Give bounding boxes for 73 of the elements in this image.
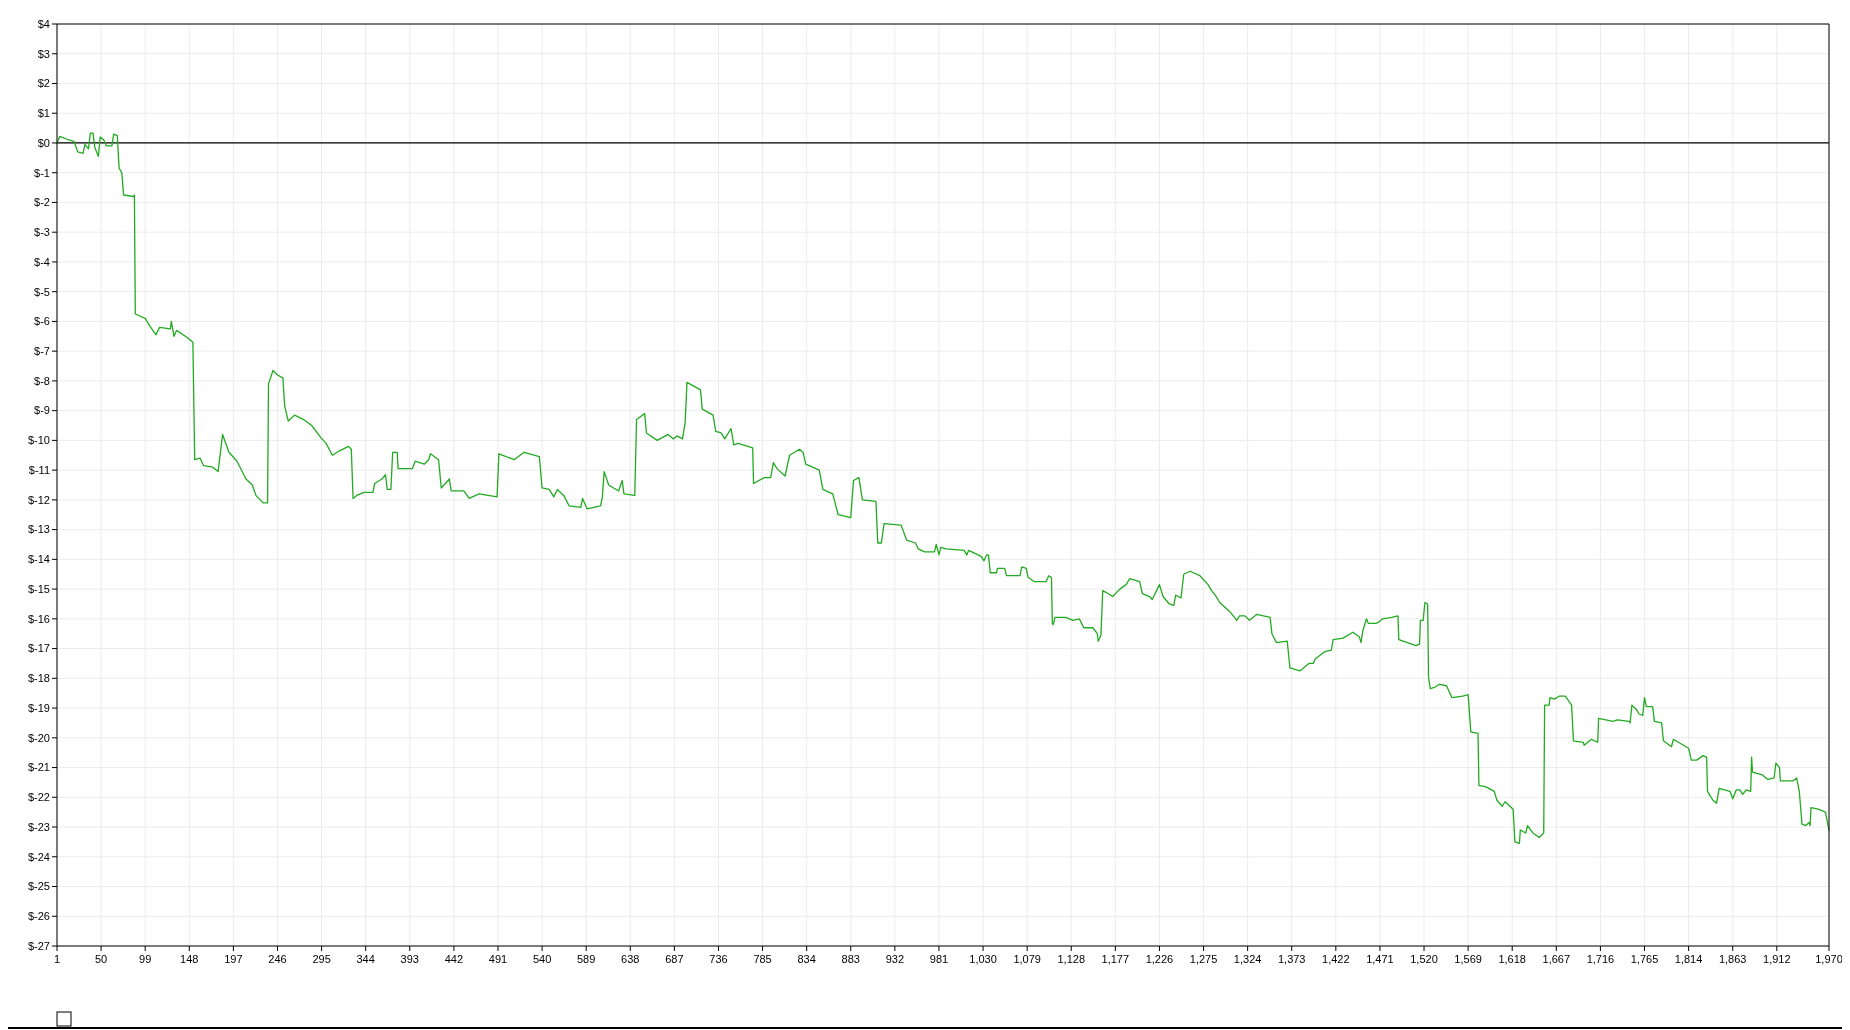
y-tick-label: $-20 <box>27 731 50 744</box>
y-tick-label: $-21 <box>27 761 50 774</box>
x-tick-label: 1,520 <box>1410 953 1438 965</box>
x-tick-label: 295 <box>312 953 331 965</box>
y-tick-label: $-16 <box>27 612 50 625</box>
x-tick-label: 1,128 <box>1057 953 1086 965</box>
x-tick-label: 491 <box>488 953 508 965</box>
x-tick-label: 1,970 <box>1815 953 1843 965</box>
x-tick-label: 834 <box>797 953 816 965</box>
y-tick-label: $-24 <box>27 850 50 863</box>
x-tick-label: 736 <box>709 953 728 965</box>
x-tick-label: 393 <box>400 953 419 965</box>
x-tick-label: 638 <box>621 953 640 965</box>
x-tick-label: 1,667 <box>1542 953 1571 965</box>
x-tick-label: 50 <box>94 953 108 965</box>
x-tick-label: 1,716 <box>1586 953 1615 965</box>
y-tick-label: $-3 <box>34 226 50 239</box>
x-tick-label: 197 <box>224 953 243 965</box>
x-tick-label: 1,569 <box>1454 953 1482 965</box>
y-tick-label: $-7 <box>34 345 50 358</box>
y-tick-label: $-27 <box>27 939 50 952</box>
x-tick-label: 1,912 <box>1763 953 1791 965</box>
x-tick-label: 1,863 <box>1718 953 1747 965</box>
y-tick-label: $2 <box>37 77 50 90</box>
x-tick-label: 1,275 <box>1189 953 1218 965</box>
y-tick-label: $-26 <box>27 910 50 923</box>
x-tick-label: 1,079 <box>1013 953 1041 965</box>
y-tick-label: $-11 <box>28 463 50 476</box>
x-tick-label: 540 <box>532 953 552 965</box>
y-tick-label: $-14 <box>27 553 50 566</box>
y-tick-label: $-17 <box>27 642 50 655</box>
y-tick-label: $-19 <box>27 701 50 714</box>
x-tick-label: 1,471 <box>1366 953 1394 965</box>
y-tick-label: $-18 <box>27 672 50 685</box>
y-tick-label: $-9 <box>34 404 50 417</box>
x-tick-label: 148 <box>180 953 199 965</box>
y-tick-label: $-10 <box>27 434 50 447</box>
y-tick-label: $-12 <box>27 493 50 506</box>
y-tick-label: $-2 <box>34 196 50 209</box>
x-tick-label: 785 <box>753 953 772 965</box>
y-tick-label: $-5 <box>34 285 50 298</box>
y-tick-label: $-8 <box>34 374 50 387</box>
x-tick-label: 932 <box>885 953 905 965</box>
x-tick-label: 1,030 <box>969 953 997 965</box>
y-tick-label: $4 <box>37 17 50 30</box>
x-tick-label: 344 <box>356 953 375 965</box>
y-tick-label: $-15 <box>27 582 50 595</box>
y-tick-label: $-13 <box>27 523 50 536</box>
y-tick-label: $-4 <box>34 255 50 268</box>
y-tick-label: $-25 <box>27 880 50 893</box>
y-tick-label: $1 <box>37 107 50 120</box>
y-tick-label: $-22 <box>27 791 50 804</box>
x-tick-label: 883 <box>841 953 860 965</box>
x-tick-label: 1,814 <box>1674 953 1703 965</box>
x-tick-label: 442 <box>444 953 464 965</box>
y-tick-label: $-23 <box>27 820 50 833</box>
x-tick-label: 589 <box>576 953 596 965</box>
y-tick-label: $0 <box>37 136 50 149</box>
x-tick-label: 687 <box>665 953 684 965</box>
y-tick-label: $-1 <box>34 166 50 179</box>
x-tick-label: 1,422 <box>1322 953 1350 965</box>
y-tick-label: $3 <box>37 47 50 60</box>
x-tick-label: 1,373 <box>1277 953 1306 965</box>
x-tick-label: 1,765 <box>1630 953 1659 965</box>
y-tick-label: $-6 <box>34 315 50 328</box>
x-tick-label: 99 <box>139 953 152 965</box>
x-tick-label: 1,226 <box>1145 953 1174 965</box>
x-tick-label: 1,324 <box>1233 953 1262 965</box>
x-tick-label: 246 <box>268 953 287 965</box>
x-tick-label: 1,177 <box>1101 953 1130 965</box>
x-tick-label: 1,618 <box>1498 953 1526 965</box>
x-tick-label: 981 <box>929 953 949 965</box>
x-tick-label: 1 <box>53 953 61 965</box>
